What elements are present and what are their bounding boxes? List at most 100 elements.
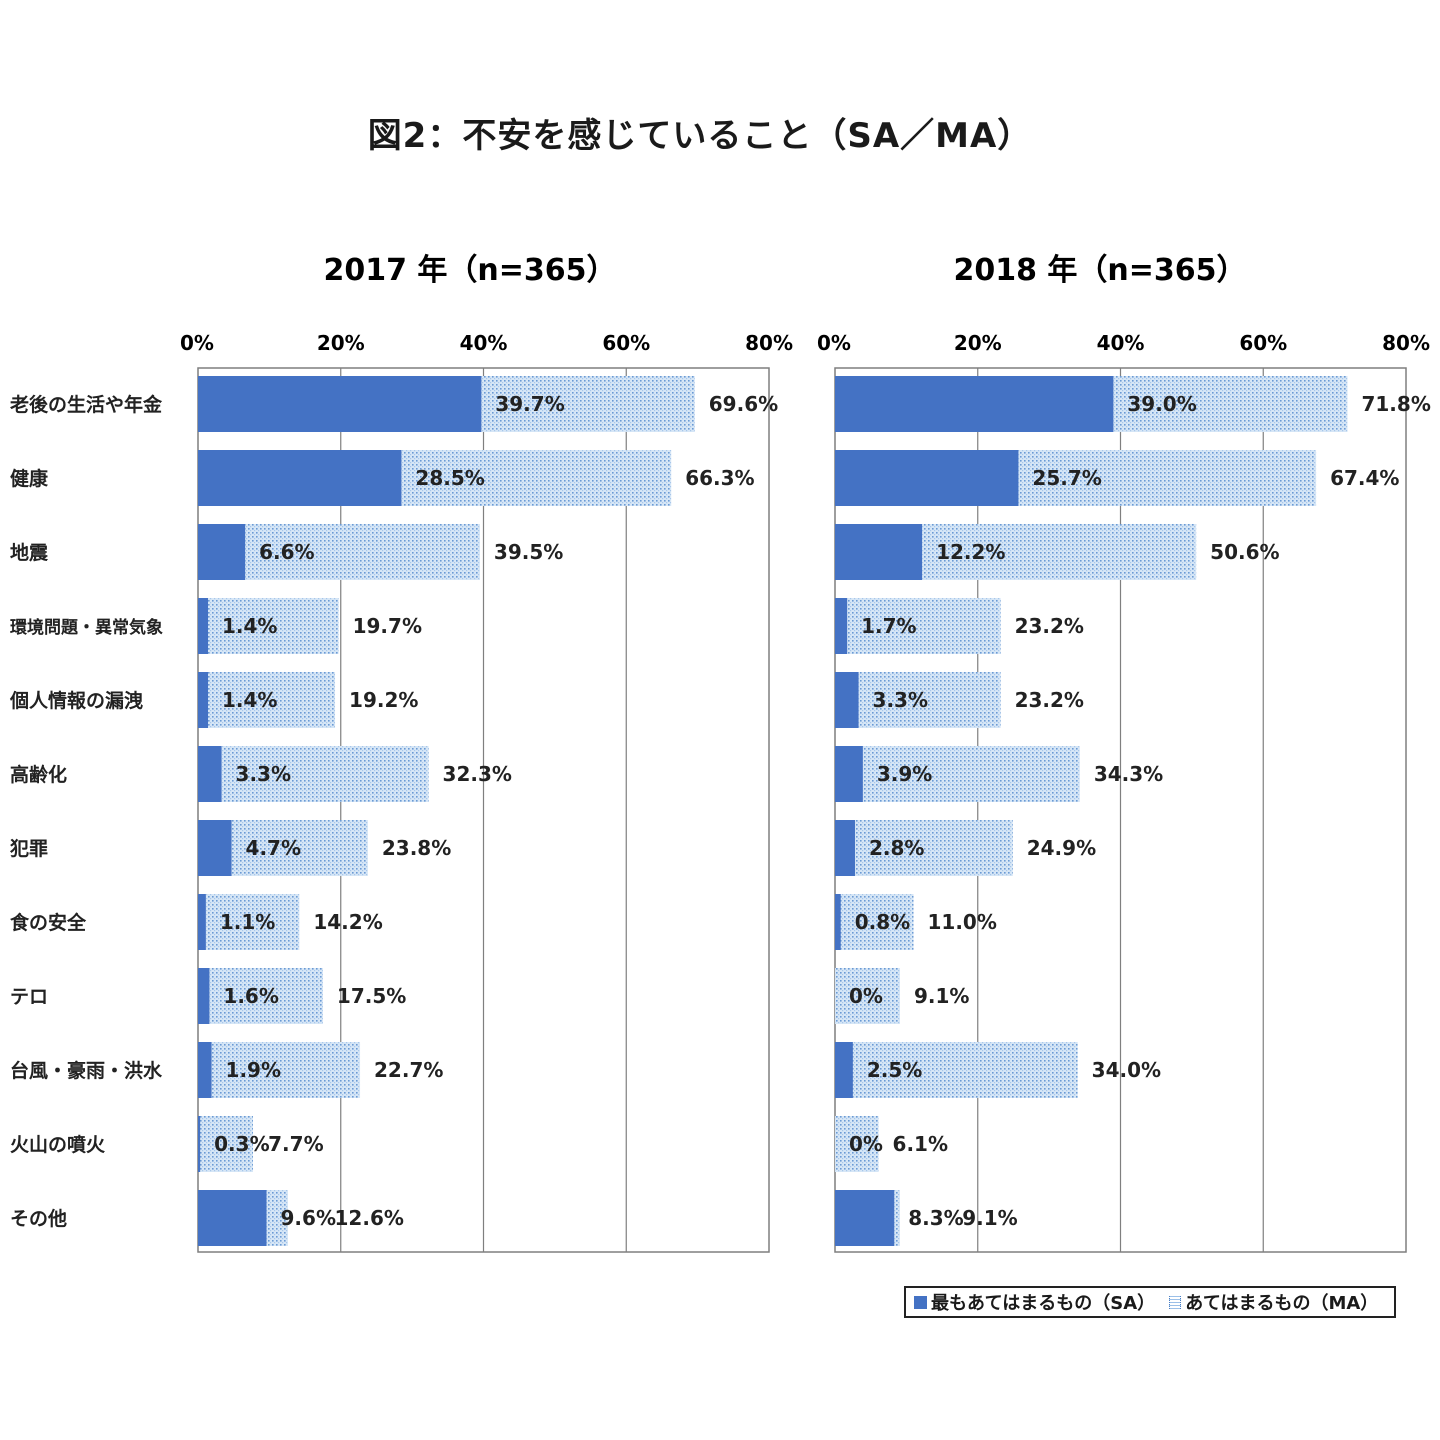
bar-ma <box>198 1042 361 1098</box>
x-tick-label: 0% <box>817 331 851 355</box>
x-tick-label: 80% <box>1382 331 1430 355</box>
data-label-sa: 1.4% <box>222 614 277 638</box>
data-label-sa: 1.4% <box>222 688 277 712</box>
bar-sa <box>198 1116 201 1172</box>
panel-title: 2018 年（n=365） <box>953 253 1246 288</box>
category-label: 高齢化 <box>10 763 67 786</box>
data-label-sa: 1.6% <box>223 984 278 1008</box>
category-label: その他 <box>10 1207 67 1230</box>
bar-sa <box>198 450 402 506</box>
data-label-ma: 9.1% <box>962 1206 1017 1230</box>
bar-sa <box>198 894 206 950</box>
category-label: 地震 <box>10 541 49 564</box>
bar-sa <box>198 672 208 728</box>
bar-sa <box>198 746 222 802</box>
bar-ma <box>198 746 429 802</box>
data-label-ma: 19.7% <box>353 614 422 638</box>
data-label-ma: 17.5% <box>337 984 406 1008</box>
x-tick-label: 20% <box>317 331 365 355</box>
data-label-ma: 12.6% <box>335 1206 404 1230</box>
data-label-ma: 39.5% <box>494 540 563 564</box>
category-label: 個人情報の漏洩 <box>9 689 143 712</box>
data-label-sa: 3.3% <box>236 762 291 786</box>
legend: 最もあてはまるもの（SA） あてはまるもの（MA） <box>904 1286 1396 1318</box>
x-tick-label: 40% <box>460 331 508 355</box>
legend-label-sa: 最もあてはまるもの（SA） <box>931 1293 1156 1314</box>
bar-ma <box>198 672 336 728</box>
bar-sa <box>198 968 210 1024</box>
legend-swatch-ma <box>1169 1295 1182 1309</box>
bar-ma <box>835 820 1013 876</box>
data-label-sa: 0.8% <box>855 910 910 934</box>
bar-sa <box>835 1042 853 1098</box>
data-label-sa: 1.7% <box>861 614 916 638</box>
data-label-ma: 34.3% <box>1094 762 1163 786</box>
data-label-ma: 71.8% <box>1361 392 1430 416</box>
data-label-ma: 67.4% <box>1330 466 1399 490</box>
data-label-sa: 6.6% <box>259 540 314 564</box>
bar-ma <box>198 1116 253 1172</box>
data-label-ma: 24.9% <box>1027 836 1096 860</box>
data-label-sa: 1.9% <box>226 1058 281 1082</box>
data-label-sa: 25.7% <box>1032 466 1101 490</box>
data-label-ma: 23.2% <box>1015 688 1084 712</box>
data-label-sa: 39.7% <box>495 392 564 416</box>
data-label-ma: 22.7% <box>374 1058 443 1082</box>
x-tick-label: 80% <box>745 331 793 355</box>
data-label-sa: 3.3% <box>873 688 928 712</box>
x-tick-label: 40% <box>1097 331 1145 355</box>
data-label-ma: 66.3% <box>685 466 754 490</box>
data-label-ma: 19.2% <box>349 688 418 712</box>
bar-sa <box>835 672 859 728</box>
data-label-ma: 9.1% <box>914 984 969 1008</box>
data-label-sa: 0.3% <box>214 1132 269 1156</box>
bar-sa <box>835 376 1114 432</box>
bar-sa <box>198 376 482 432</box>
data-label-sa: 2.5% <box>867 1058 922 1082</box>
category-label: 台風・豪雨・洪水 <box>10 1059 163 1082</box>
category-label: テロ <box>10 986 48 1008</box>
bar-ma <box>198 894 300 950</box>
bar-ma <box>198 598 339 654</box>
bar-sa <box>835 894 841 950</box>
data-label-sa: 0% <box>849 984 883 1008</box>
data-label-ma: 14.2% <box>313 910 382 934</box>
data-label-sa: 8.3% <box>908 1206 963 1230</box>
x-tick-label: 60% <box>1239 331 1287 355</box>
bar-sa <box>198 820 232 876</box>
panel-2018: 2018 年（n=365） 0% 20% 40% 60% 80% 39.0% 71.8% 25.… <box>817 253 1431 1253</box>
data-label-ma: 6.1% <box>893 1132 948 1156</box>
bar-ma <box>835 894 914 950</box>
panel-2017: 2017 年（n=365） 0% 20% 40% 60% 80% 39.7% 69.6% 老後の… <box>9 253 793 1253</box>
data-label-ma: 32.3% <box>443 762 512 786</box>
x-tick-label: 60% <box>602 331 650 355</box>
bar-ma <box>198 968 323 1024</box>
category-label: 火山の噴火 <box>10 1134 106 1156</box>
bar-ma <box>835 1116 879 1172</box>
data-label-sa: 2.8% <box>869 836 924 860</box>
data-label-sa: 4.7% <box>246 836 301 860</box>
bar-ma <box>835 598 1001 654</box>
data-label-ma: 7.7% <box>268 1132 323 1156</box>
x-tick-label: 0% <box>180 331 214 355</box>
bar-ma <box>835 746 1080 802</box>
data-label-ma: 23.2% <box>1015 614 1084 638</box>
category-label: 環境問題・異常気象 <box>10 617 163 638</box>
bar-sa <box>198 524 246 580</box>
data-label-sa: 0% <box>849 1132 883 1156</box>
data-label-sa: 39.0% <box>1127 392 1196 416</box>
data-label-sa: 9.6% <box>281 1206 336 1230</box>
data-label-sa: 3.9% <box>877 762 932 786</box>
data-label-ma: 34.0% <box>1092 1058 1161 1082</box>
bar-sa <box>835 450 1019 506</box>
bar-sa <box>835 598 848 654</box>
data-label-sa: 12.2% <box>936 540 1005 564</box>
category-label: 犯罪 <box>9 837 48 860</box>
bar-ma <box>835 672 1001 728</box>
category-label: 老後の生活や年金 <box>10 393 163 416</box>
category-label: 食の安全 <box>10 911 87 934</box>
bar-sa <box>835 746 863 802</box>
chart-title: 図2：不安を感じていること（SA／MA） <box>367 116 1033 156</box>
bar-sa <box>835 1190 895 1246</box>
